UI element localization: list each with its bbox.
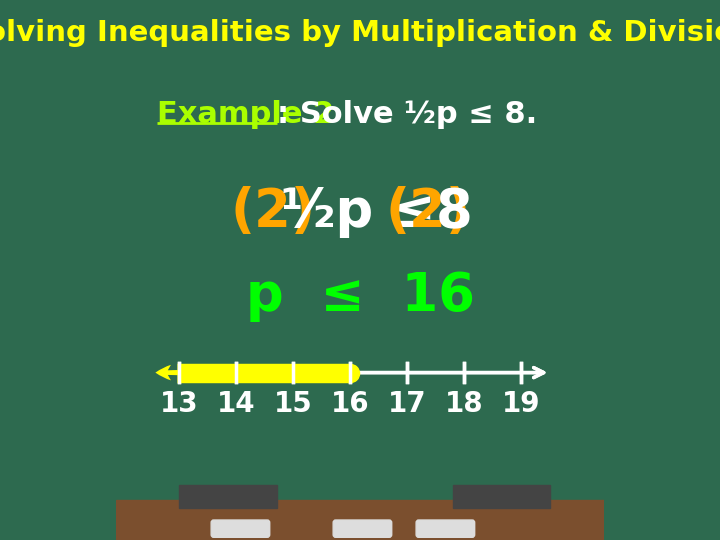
FancyBboxPatch shape	[211, 520, 270, 537]
Text: 16: 16	[331, 390, 369, 418]
Text: 15: 15	[274, 390, 312, 418]
Text: : Solve ½p ≤ 8.: : Solve ½p ≤ 8.	[277, 100, 537, 129]
FancyBboxPatch shape	[333, 520, 392, 537]
Text: 18: 18	[445, 390, 483, 418]
Text: Solving Inequalities by Multiplication & Division: Solving Inequalities by Multiplication &…	[0, 19, 720, 47]
Text: ½p ≤: ½p ≤	[281, 186, 454, 238]
Text: 19: 19	[502, 390, 540, 418]
Text: 17: 17	[388, 390, 426, 418]
Text: Example 2: Example 2	[158, 100, 335, 129]
Text: (2): (2)	[230, 186, 315, 238]
FancyBboxPatch shape	[116, 500, 604, 540]
Text: 14: 14	[217, 390, 256, 418]
FancyBboxPatch shape	[453, 485, 550, 508]
Text: p  ≤  16: p ≤ 16	[246, 270, 474, 322]
FancyBboxPatch shape	[179, 485, 277, 508]
Text: 8: 8	[436, 186, 472, 238]
FancyBboxPatch shape	[416, 520, 474, 537]
Text: (2): (2)	[385, 186, 470, 238]
Text: 13: 13	[160, 390, 199, 418]
